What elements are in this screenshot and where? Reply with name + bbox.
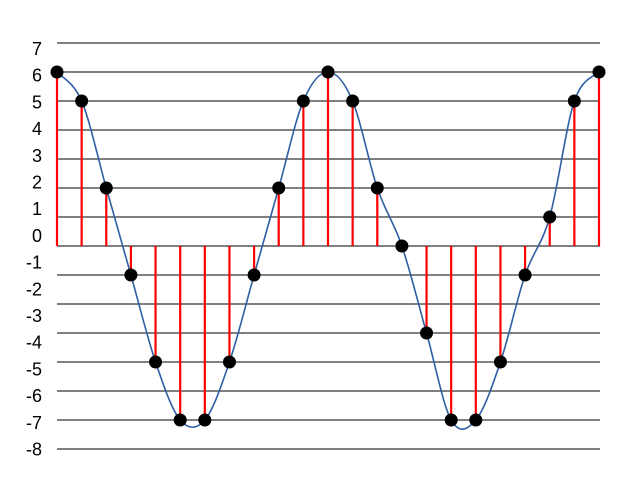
y-tick-label: -1 [26, 253, 42, 273]
y-tick-label: -6 [26, 386, 42, 406]
sample-point [149, 355, 163, 369]
y-tick-label: -7 [26, 413, 42, 433]
sample-point [222, 355, 236, 369]
y-tick-label: -8 [26, 440, 42, 460]
sample-point [173, 413, 187, 427]
y-tick-label: -4 [26, 333, 42, 353]
sample-point [321, 65, 335, 79]
y-tick-label: 3 [32, 146, 42, 166]
stems [55, 72, 601, 420]
y-tick-label: -5 [26, 359, 42, 379]
sample-point [370, 181, 384, 195]
sample-point [592, 65, 606, 79]
sample-point [444, 413, 458, 427]
sample-point [469, 413, 483, 427]
sample-point [198, 413, 212, 427]
y-tick-label: 1 [32, 199, 42, 219]
y-tick-labels: 7 6 5 4 3 2 1 0 -1 -2 -3 -4 -5 -6 -7 -8 [26, 39, 42, 460]
y-tick-label: 2 [32, 173, 42, 193]
sample-point [518, 268, 532, 282]
sample-point [567, 94, 581, 108]
sample-point [124, 268, 138, 282]
sample-markers [50, 65, 606, 427]
y-tick-label: -2 [26, 279, 42, 299]
sample-point [99, 181, 113, 195]
y-tick-label: 0 [32, 226, 42, 246]
y-tick-label: 4 [32, 119, 42, 139]
y-tick-label: -3 [26, 306, 42, 326]
sample-point [272, 181, 286, 195]
y-tick-label: 6 [32, 66, 42, 86]
y-tick-label: 5 [32, 92, 42, 112]
sample-point [420, 326, 434, 340]
y-tick-label: 7 [32, 39, 42, 59]
sample-point [296, 94, 310, 108]
sample-point [543, 210, 557, 224]
sample-point [346, 94, 360, 108]
sample-point [395, 239, 409, 253]
sample-point [493, 355, 507, 369]
sample-point [247, 268, 261, 282]
sample-point [75, 94, 89, 108]
sample-point [50, 65, 64, 79]
